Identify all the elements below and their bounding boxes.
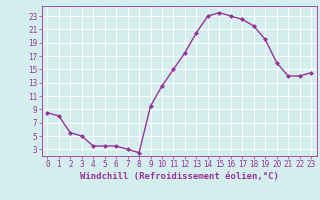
X-axis label: Windchill (Refroidissement éolien,°C): Windchill (Refroidissement éolien,°C) <box>80 172 279 181</box>
